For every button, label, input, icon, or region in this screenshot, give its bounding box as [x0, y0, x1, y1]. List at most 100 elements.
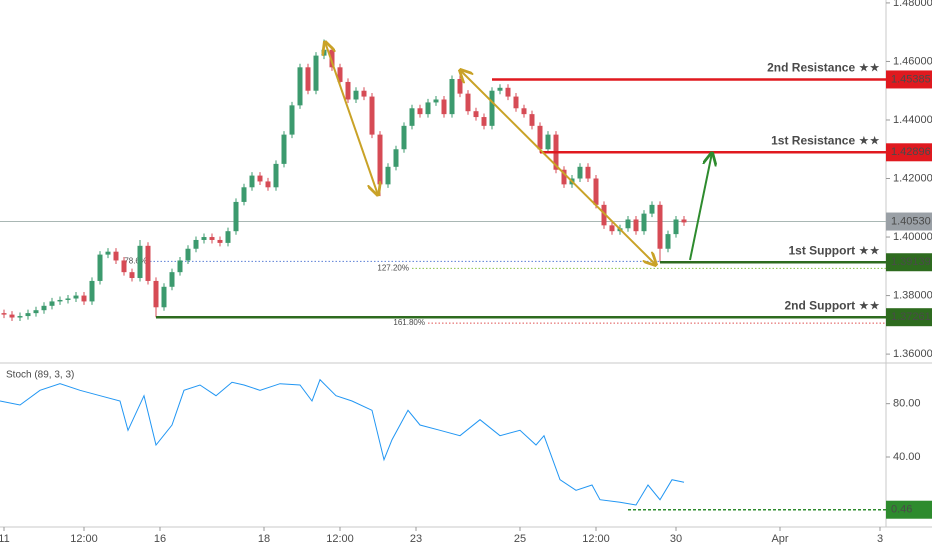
x-tick-label: 3 [877, 533, 883, 545]
candle-body [577, 166, 583, 179]
x-tick-label: 18 [258, 533, 270, 545]
candle-body [81, 295, 87, 302]
candle-body [65, 298, 71, 300]
candle-body [361, 90, 367, 97]
fib-label: 127.20% [377, 263, 409, 272]
candle-body [649, 204, 655, 214]
y-tick-label: 1.46000 [893, 55, 932, 67]
x-tick-label: 12:00 [582, 533, 610, 545]
forecast-arrow [689, 153, 712, 261]
candle-body [9, 314, 15, 318]
candle-body [41, 305, 47, 311]
candle-body [265, 181, 271, 188]
candle-body [233, 201, 239, 232]
y-tick-label: 1.40000 [893, 231, 932, 243]
candle-body [681, 219, 687, 223]
candle-body [377, 134, 383, 185]
candle-body [145, 245, 151, 281]
level-name: 2nd Support ★★ [784, 298, 880, 312]
candle-body [489, 90, 495, 126]
candle-body [665, 234, 671, 249]
candle-body [177, 260, 183, 273]
y-tick-label: 1.44000 [893, 114, 932, 126]
candle-body [313, 55, 319, 91]
candle-body [193, 239, 199, 249]
candle-body [185, 248, 191, 261]
level-name: 1st Support ★★ [788, 243, 880, 257]
drawings [325, 42, 712, 265]
candle-body [25, 313, 31, 317]
price-box [886, 212, 932, 231]
candle-body [33, 310, 39, 314]
level-name: 1st Resistance ★★ [771, 133, 880, 147]
candle-body [609, 225, 615, 232]
x-tick-label: 16 [154, 533, 166, 545]
candle-body [417, 108, 423, 115]
candle-body [281, 134, 287, 164]
price-box [886, 143, 932, 162]
candle-body [385, 166, 391, 185]
x-tick-label: 25 [514, 533, 526, 545]
y2-tick-label: 80.00 [893, 398, 921, 410]
y2-tick-label: 40.00 [893, 451, 921, 463]
candle-body [97, 254, 103, 281]
candle-body [17, 316, 23, 318]
candle-body [305, 67, 311, 91]
candle-body [521, 108, 527, 115]
candle-body [505, 87, 511, 97]
price-box-label: 1.37261 [891, 311, 931, 323]
candle-body [625, 219, 631, 229]
price-box [886, 500, 932, 519]
indicator-title: Stoch (89, 3, 3) [6, 370, 74, 381]
x-tick-label: Apr [771, 533, 788, 545]
candle-body [209, 237, 215, 240]
candle-body [545, 134, 551, 150]
candle-body [273, 163, 279, 188]
candle-body [425, 102, 431, 115]
candle-body [409, 108, 415, 126]
candle-body [473, 111, 479, 118]
level-name: 2nd Resistance ★★ [767, 61, 880, 75]
candle-body [481, 117, 487, 126]
candle-body [321, 49, 327, 56]
candle-body [497, 87, 503, 91]
x-tick-label: 23 [410, 533, 422, 545]
y-tick-label: 1.36000 [893, 348, 932, 360]
price-box-label: 1.42896 [891, 146, 931, 158]
x-tick-label: 30 [670, 533, 682, 545]
fib-label: 78.6% [124, 256, 147, 265]
candle-body [169, 272, 175, 287]
candle-body [161, 286, 167, 308]
candle-body [225, 231, 231, 243]
candle-body [49, 301, 55, 306]
candle-body [353, 90, 359, 100]
candle-body [401, 125, 407, 150]
candle-body [369, 96, 375, 135]
candle-body [393, 149, 399, 167]
y-tick-label: 1.38000 [893, 289, 932, 301]
price-box-label: 1.45385 [891, 73, 931, 85]
x-tick-label: 12:00 [326, 533, 354, 545]
candle-body [289, 105, 295, 135]
x-tick-label: 11 [0, 533, 10, 545]
price-box-label: 0.46 [891, 504, 912, 516]
fib-label: 161.80% [393, 318, 425, 327]
candle-body [537, 125, 543, 150]
candle-body [257, 175, 263, 182]
candle-body [89, 280, 95, 302]
candle-body [113, 251, 119, 261]
swing-arrow [460, 70, 656, 265]
x-tick-label: 12:00 [70, 533, 98, 545]
candle-body [73, 295, 79, 299]
price-box [886, 70, 932, 89]
candle-body [633, 219, 639, 232]
candle-body [241, 187, 247, 202]
candle-body [249, 175, 255, 188]
candle-body [441, 99, 447, 115]
swing-arrow [325, 42, 378, 195]
candle-body [137, 245, 143, 279]
candle-body [513, 96, 519, 109]
candle-body [593, 178, 599, 205]
